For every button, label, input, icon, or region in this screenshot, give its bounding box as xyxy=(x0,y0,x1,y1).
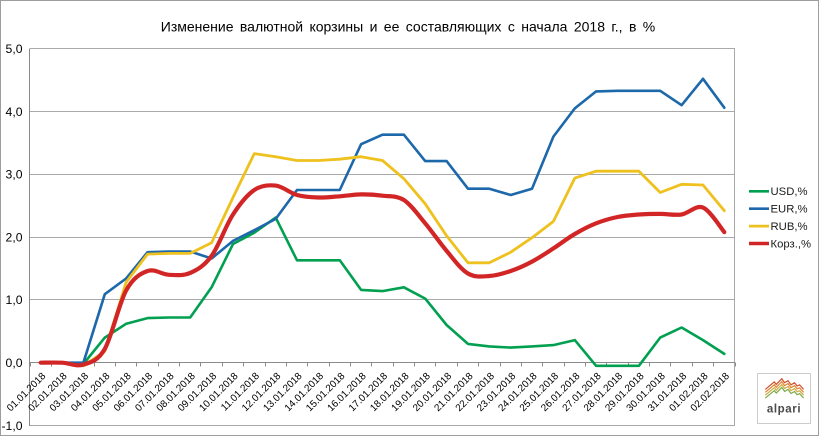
svg-text:2,0: 2,0 xyxy=(6,230,23,244)
svg-text:3,0: 3,0 xyxy=(6,168,23,182)
svg-text:0,0: 0,0 xyxy=(6,356,23,370)
svg-text:Корз.,%: Корз.,% xyxy=(771,238,812,250)
svg-text:4,0: 4,0 xyxy=(6,105,23,119)
svg-text:Изменение валютной корзины и е: Изменение валютной корзины и ее составля… xyxy=(161,19,655,35)
svg-text:-1,0: -1,0 xyxy=(1,419,22,433)
svg-text:1,0: 1,0 xyxy=(6,293,23,307)
svg-text:RUB,%: RUB,% xyxy=(771,221,808,233)
svg-text:EUR,%: EUR,% xyxy=(771,204,808,216)
svg-text:USD,%: USD,% xyxy=(771,186,808,198)
svg-text:alpari: alpari xyxy=(767,404,801,416)
svg-text:5,0: 5,0 xyxy=(6,42,23,56)
